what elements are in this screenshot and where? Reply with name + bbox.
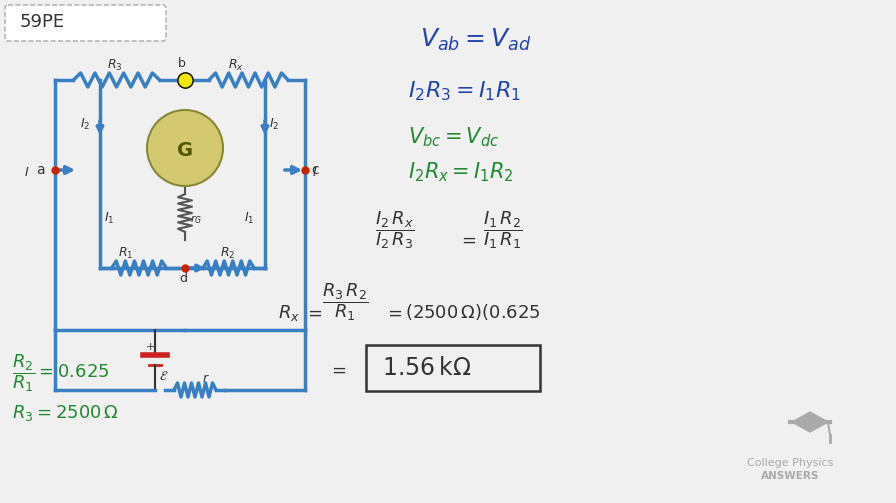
Text: $R_x$: $R_x$ [278,303,300,323]
Text: $\dfrac{I_2\,R_x}{I_2\,R_3}$: $\dfrac{I_2\,R_x}{I_2\,R_3}$ [375,209,415,251]
Text: $(2500\,\Omega)(0.625$: $(2500\,\Omega)(0.625$ [405,302,540,322]
Text: $I_2$: $I_2$ [80,117,90,132]
Text: $\dfrac{R_2}{R_1}  =  0.625$: $\dfrac{R_2}{R_1} = 0.625$ [12,352,109,394]
Text: College Physics: College Physics [746,458,833,468]
Text: $\dfrac{I_1\,R_2}{I_1\,R_1}$: $\dfrac{I_1\,R_2}{I_1\,R_1}$ [483,209,522,251]
Text: $R_1$: $R_1$ [118,246,134,261]
Text: $R_2$: $R_2$ [220,246,236,261]
Text: $I_2 R_3  =  I_1 R_1$: $I_2 R_3 = I_1 R_1$ [408,79,521,103]
Text: +: + [146,342,155,352]
FancyBboxPatch shape [366,345,540,391]
Text: $R_3$: $R_3$ [107,58,123,73]
Text: $I_1$: $I_1$ [104,211,115,226]
Text: b: b [178,57,185,70]
Text: $V_{ab}  =  V_{ad}$: $V_{ab} = V_{ad}$ [420,27,531,53]
Text: $=$: $=$ [458,231,477,249]
Text: $\mathcal{E}$: $\mathcal{E}$ [159,370,168,383]
Text: $\dfrac{R_3\,R_2}{R_1}$: $\dfrac{R_3\,R_2}{R_1}$ [322,281,369,323]
Text: G: G [177,141,193,160]
Text: $r_G$: $r_G$ [190,213,202,226]
Text: $I_2 R_x  =  I_1 R_2$: $I_2 R_x = I_1 R_2$ [408,160,514,184]
Text: $R_3  =  2500\,\Omega$: $R_3 = 2500\,\Omega$ [12,403,119,423]
Text: $r$: $r$ [202,372,210,385]
Text: $=$: $=$ [304,304,323,322]
Text: $V_{bc}  =  V_{dc}$: $V_{bc} = V_{dc}$ [408,125,499,148]
Text: $=$: $=$ [328,361,347,379]
Text: $I$: $I$ [312,166,317,179]
FancyBboxPatch shape [5,5,166,41]
Text: c: c [311,163,319,177]
Text: $I_2$: $I_2$ [269,117,280,132]
Polygon shape [792,412,828,432]
Text: a: a [36,163,45,177]
Text: $=$: $=$ [384,304,402,322]
Text: $1.56\,\mathrm{k}\Omega$: $1.56\,\mathrm{k}\Omega$ [382,356,471,380]
Circle shape [147,110,223,186]
Text: 59PE: 59PE [20,13,65,31]
Text: d: d [179,272,187,285]
Text: $R_x$: $R_x$ [228,58,244,73]
Text: $I_1$: $I_1$ [244,211,254,226]
Text: ANSWERS: ANSWERS [761,471,819,481]
Text: $I$: $I$ [24,166,30,179]
